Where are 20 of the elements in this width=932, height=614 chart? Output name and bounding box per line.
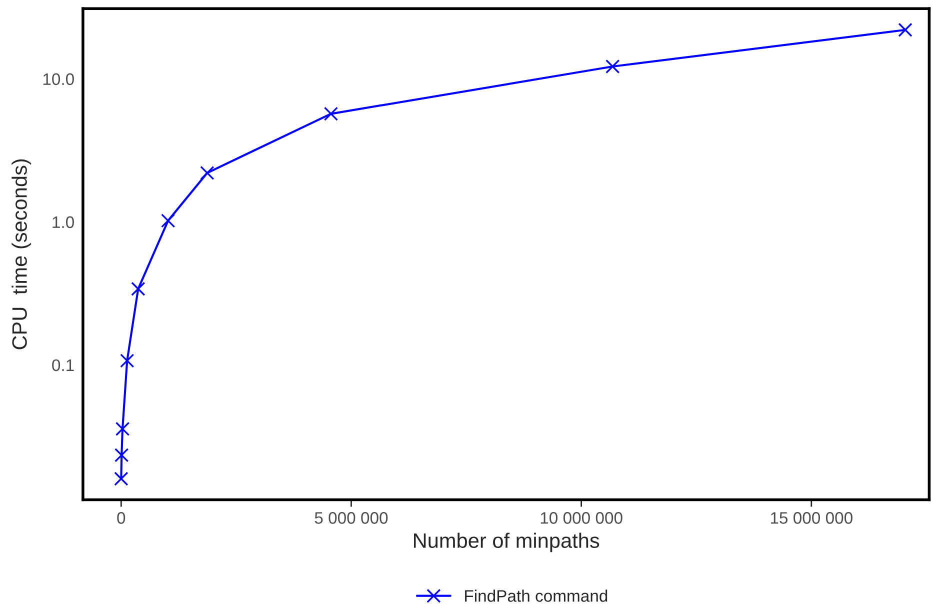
point — [131, 282, 146, 296]
x-tick-label: 15 000 000 — [770, 512, 852, 524]
point — [606, 59, 620, 74]
x-tick-label: 10 000 000 — [540, 512, 622, 524]
x-axis-title: Number of minpaths — [414, 532, 600, 552]
point — [114, 448, 129, 462]
point — [200, 166, 214, 180]
point — [114, 472, 128, 486]
point — [898, 22, 912, 37]
y-tick-label: 1.0 — [52, 216, 74, 228]
y-axis-title: CPU time (seconds) — [12, 159, 32, 350]
point — [160, 214, 176, 228]
y-tick-label: 10.0 — [43, 73, 74, 86]
x-tick-label: 5 000 000 — [314, 512, 388, 524]
point — [120, 354, 134, 368]
point — [324, 106, 338, 121]
y-tick-label: 0.1 — [52, 359, 74, 372]
legend-label: FindPath command — [465, 590, 608, 602]
point — [115, 422, 130, 436]
x-tick-label: 0 — [117, 512, 126, 524]
